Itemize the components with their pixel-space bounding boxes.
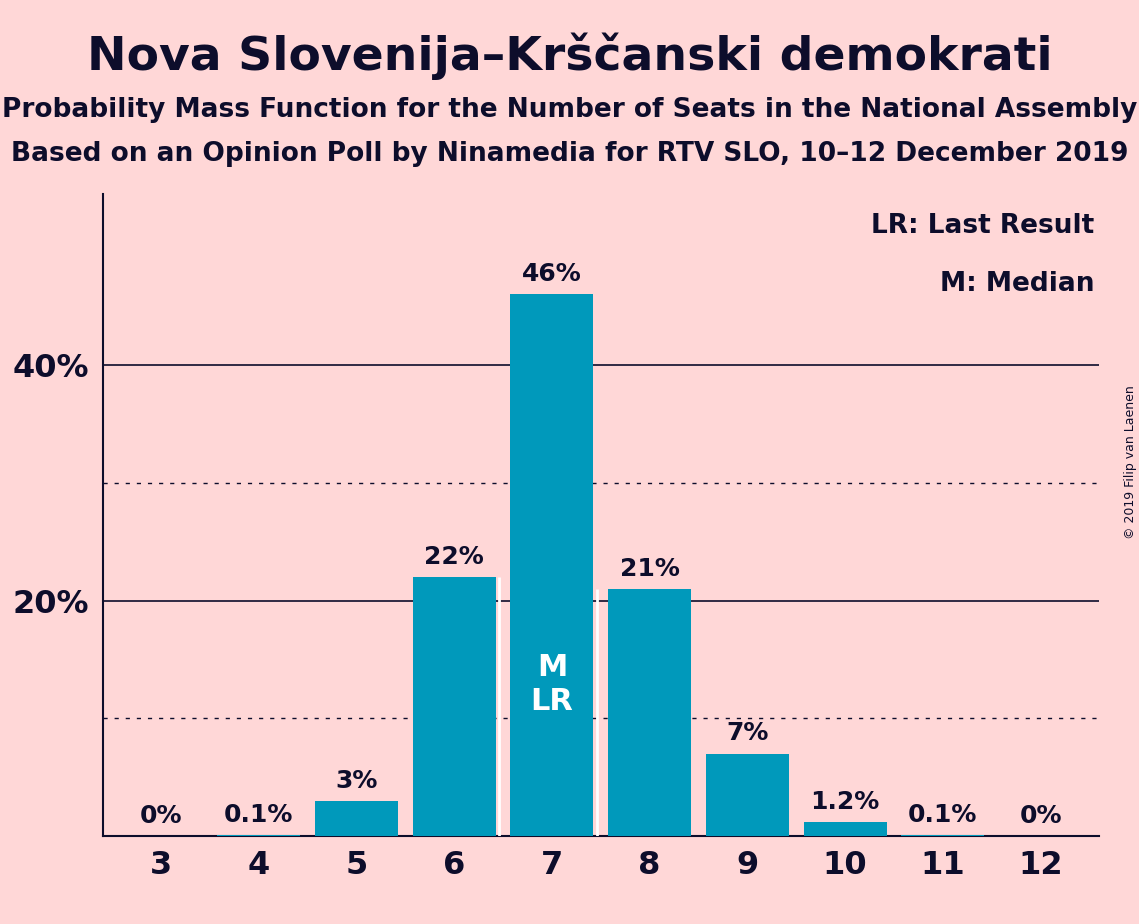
Bar: [804, 822, 886, 836]
Text: 0.1%: 0.1%: [224, 803, 294, 827]
Bar: [316, 801, 398, 836]
Text: 21%: 21%: [620, 556, 680, 580]
Text: 46%: 46%: [522, 261, 582, 286]
Text: M
LR: M LR: [531, 653, 573, 716]
Text: LR: Last Result: LR: Last Result: [871, 213, 1095, 239]
Bar: [218, 835, 301, 836]
Text: © 2019 Filip van Laenen: © 2019 Filip van Laenen: [1124, 385, 1137, 539]
Text: Probability Mass Function for the Number of Seats in the National Assembly: Probability Mass Function for the Number…: [2, 97, 1137, 123]
Text: 1.2%: 1.2%: [811, 790, 879, 814]
Text: Nova Slovenija–Krščanski demokrati: Nova Slovenija–Krščanski demokrati: [87, 32, 1052, 79]
Text: Based on an Opinion Poll by Ninamedia for RTV SLO, 10–12 December 2019: Based on an Opinion Poll by Ninamedia fo…: [10, 141, 1129, 167]
Text: 0%: 0%: [1019, 804, 1062, 828]
Bar: [901, 835, 984, 836]
Bar: [608, 589, 691, 836]
Text: 7%: 7%: [727, 722, 769, 746]
Text: 0%: 0%: [140, 804, 182, 828]
Bar: [706, 754, 789, 836]
Text: 3%: 3%: [335, 769, 378, 793]
Text: M: Median: M: Median: [940, 271, 1095, 298]
Text: 22%: 22%: [425, 545, 484, 569]
Text: 0.1%: 0.1%: [908, 803, 977, 827]
Bar: [412, 577, 495, 836]
Bar: [510, 294, 593, 836]
